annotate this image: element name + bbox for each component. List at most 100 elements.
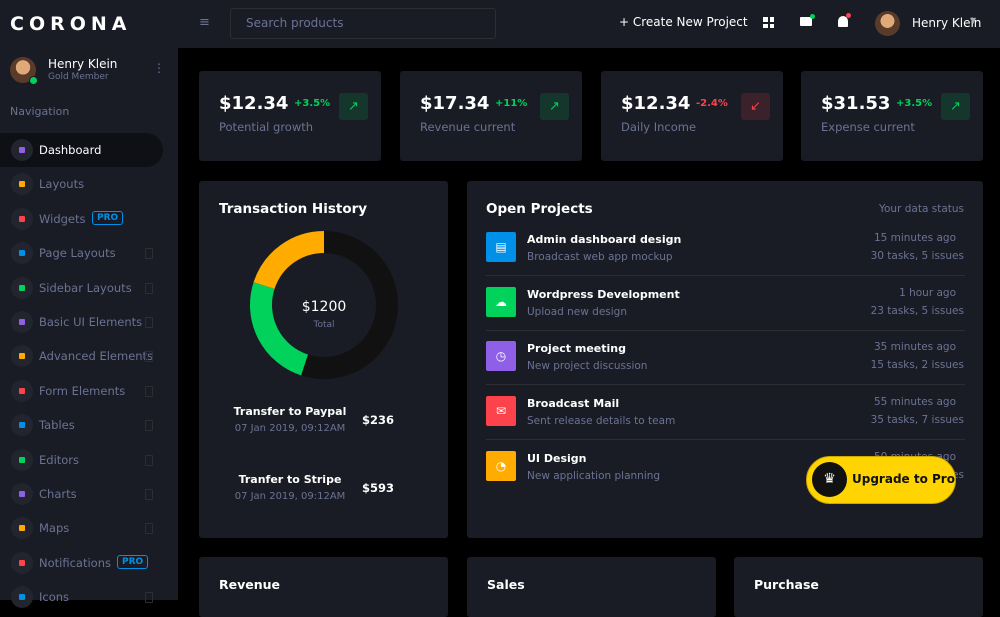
donut-chart xyxy=(250,231,398,379)
nav-icon xyxy=(11,242,33,265)
nav-item[interactable]: Sidebar Layouts xyxy=(39,280,132,295)
stat-value: $17.34 xyxy=(420,93,490,114)
nav-arrow xyxy=(145,351,153,363)
transfer-amount: $236 xyxy=(362,413,395,427)
bottom-card-title: Sales xyxy=(487,577,525,592)
nav-item[interactable]: Editors xyxy=(39,452,80,467)
nav-item[interactable]: Icons xyxy=(39,590,70,605)
project-title[interactable]: Broadcast Mail xyxy=(527,397,620,411)
project-title[interactable]: Project meeting xyxy=(527,342,626,356)
donut-segment xyxy=(301,231,398,379)
project-tasks: 35 tasks, 7 issues xyxy=(870,414,964,427)
transfer-amount: $593 xyxy=(362,481,395,495)
stat-value: $12.34 xyxy=(219,93,289,114)
stat-value: $12.34 xyxy=(621,93,691,114)
menu-toggle[interactable]: ≡ xyxy=(199,15,210,30)
stat-icon: ↙ xyxy=(741,93,770,120)
nav-arrow xyxy=(145,282,153,294)
stat-card xyxy=(199,71,381,161)
pro-badge: PRO xyxy=(92,210,124,225)
nav-arrow xyxy=(145,454,153,466)
nav-item[interactable]: Form Elements xyxy=(39,383,126,398)
nav-item[interactable]: Basic UI Elements xyxy=(39,315,143,329)
nav-arrow xyxy=(145,489,153,500)
nav-arrow xyxy=(145,385,153,397)
project-icon: ◔ xyxy=(486,450,516,481)
project-subtitle: Upload new design xyxy=(527,305,628,318)
bottom-card-title: Purchase xyxy=(754,577,819,592)
top-avatar[interactable] xyxy=(875,11,900,36)
transfer-title: Tranfer to Stripe xyxy=(238,473,342,486)
project-time: 55 minutes ago xyxy=(873,396,956,409)
project-time: 35 minutes ago xyxy=(873,341,956,354)
stat-icon: ↗ xyxy=(339,93,368,120)
project-tasks: 15 tasks, 2 issues xyxy=(870,359,964,372)
stat-card xyxy=(601,71,783,161)
nav-arrow xyxy=(145,523,153,535)
nav-item[interactable]: Notifications xyxy=(39,555,111,570)
user-menu[interactable]: ⋮ xyxy=(153,61,165,75)
nav-icon xyxy=(11,551,33,574)
stat-change: -2.4% xyxy=(696,98,728,109)
brand: CORONA xyxy=(10,13,132,35)
stat-card xyxy=(801,71,983,161)
mail-icon[interactable] xyxy=(800,17,812,26)
nav-icon xyxy=(11,379,33,402)
project-subtitle: New application planning xyxy=(527,469,661,482)
top-user-name[interactable]: Henry Klein xyxy=(912,16,982,30)
grid-icon[interactable] xyxy=(763,17,774,28)
nav-item[interactable]: Layouts xyxy=(39,177,85,192)
topbar xyxy=(0,0,1000,48)
project-subtitle: New project discussion xyxy=(527,360,648,373)
nav-icon xyxy=(11,139,33,161)
nav-icon xyxy=(11,311,33,333)
donut-segment xyxy=(253,231,325,290)
transfer-date: 07 Jan 2019, 09:12AM xyxy=(234,423,346,434)
stat-change: +3.5% xyxy=(294,98,331,109)
project-title[interactable]: Admin dashboard design xyxy=(527,233,682,246)
project-subtitle: Broadcast web app mockup xyxy=(527,251,673,263)
nav-item[interactable]: Page Layouts xyxy=(39,246,116,261)
project-title[interactable]: Wordpress Development xyxy=(527,287,680,301)
stat-icon: ↗ xyxy=(941,93,970,120)
project-time: 15 minutes ago xyxy=(873,232,956,244)
crown-bg: ♛ xyxy=(812,462,847,497)
stat-label: Revenue current xyxy=(420,120,516,134)
projects-title: Open Projects xyxy=(486,201,593,217)
nav-icon xyxy=(11,276,33,299)
transaction-title: Transaction History xyxy=(219,201,368,217)
stat-label: Potential growth xyxy=(219,120,314,134)
nav-arrow xyxy=(145,592,153,604)
bell-icon[interactable] xyxy=(838,16,848,27)
project-subtitle: Sent release details to team xyxy=(527,415,676,428)
bell-dot xyxy=(846,13,851,18)
transfer-date: 07 Jan 2019, 09:12AM xyxy=(234,491,346,502)
stat-card xyxy=(400,71,582,161)
nav-item[interactable]: Maps xyxy=(39,521,70,536)
nav-icon xyxy=(11,414,33,437)
project-tasks: 30 tasks, 5 issues xyxy=(870,250,964,262)
nav-icon xyxy=(11,173,33,196)
dropdown-caret: ▼ xyxy=(970,16,977,25)
nav-item[interactable]: Dashboard xyxy=(39,143,102,157)
create-button[interactable]: + Create New Project xyxy=(619,15,748,29)
nav-icon xyxy=(11,448,33,471)
project-separator xyxy=(486,329,965,331)
projects-status: Your data status xyxy=(878,203,964,215)
nav-item[interactable]: Advanced Elements xyxy=(39,349,154,364)
nav-arrow xyxy=(145,317,153,328)
project-title[interactable]: UI Design xyxy=(527,451,587,465)
nav-item[interactable]: Tables xyxy=(39,418,75,433)
nav-icon xyxy=(11,586,33,609)
stat-change: +11% xyxy=(495,98,528,109)
upgrade-label[interactable]: Upgrade to Pro xyxy=(852,472,955,486)
nav-item[interactable]: Charts xyxy=(39,487,77,501)
project-icon: ▤ xyxy=(486,232,516,262)
project-time: 1 hour ago xyxy=(899,286,956,299)
pro-badge: PRO xyxy=(117,554,149,569)
mail-dot xyxy=(810,14,815,19)
nav-item[interactable]: Widgets xyxy=(39,211,86,226)
project-tasks: 23 tasks, 5 issues xyxy=(870,304,964,317)
search-box[interactable] xyxy=(230,8,496,39)
